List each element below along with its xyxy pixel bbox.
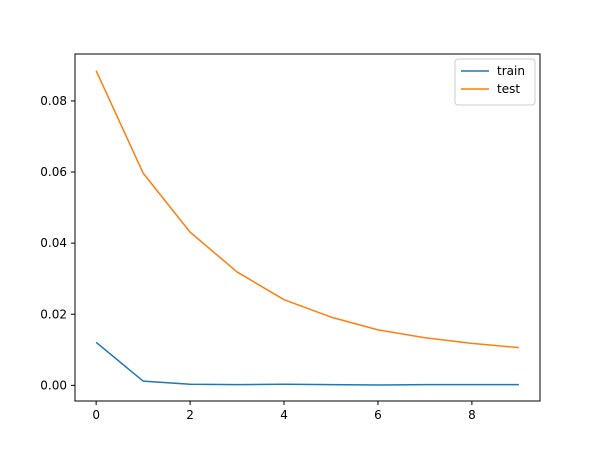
x-axis: 0 2 4 6 8 — [92, 401, 476, 422]
axes-frame — [74, 53, 541, 402]
series-line-test — [95, 70, 519, 349]
x-tick-label: 8 — [468, 408, 476, 422]
series-line-train — [95, 341, 519, 386]
x-tick-label: 2 — [186, 408, 194, 422]
legend-label-train: train — [497, 64, 525, 78]
x-tick-label: 0 — [92, 408, 100, 422]
x-tick-label: 6 — [374, 408, 382, 422]
y-tick-label: 0.04 — [40, 236, 67, 250]
x-tick-label: 4 — [280, 408, 288, 422]
legend-label-test: test — [497, 82, 520, 96]
y-axis: 0.00 0.02 0.04 0.06 0.08 — [40, 94, 75, 392]
y-tick-label: 0.02 — [40, 307, 67, 321]
y-tick-label: 0.08 — [40, 94, 67, 108]
y-tick-label: 0.00 — [40, 378, 67, 392]
y-tick-label: 0.06 — [40, 165, 67, 179]
plot-series — [95, 70, 519, 386]
legend: train test — [454, 58, 536, 106]
